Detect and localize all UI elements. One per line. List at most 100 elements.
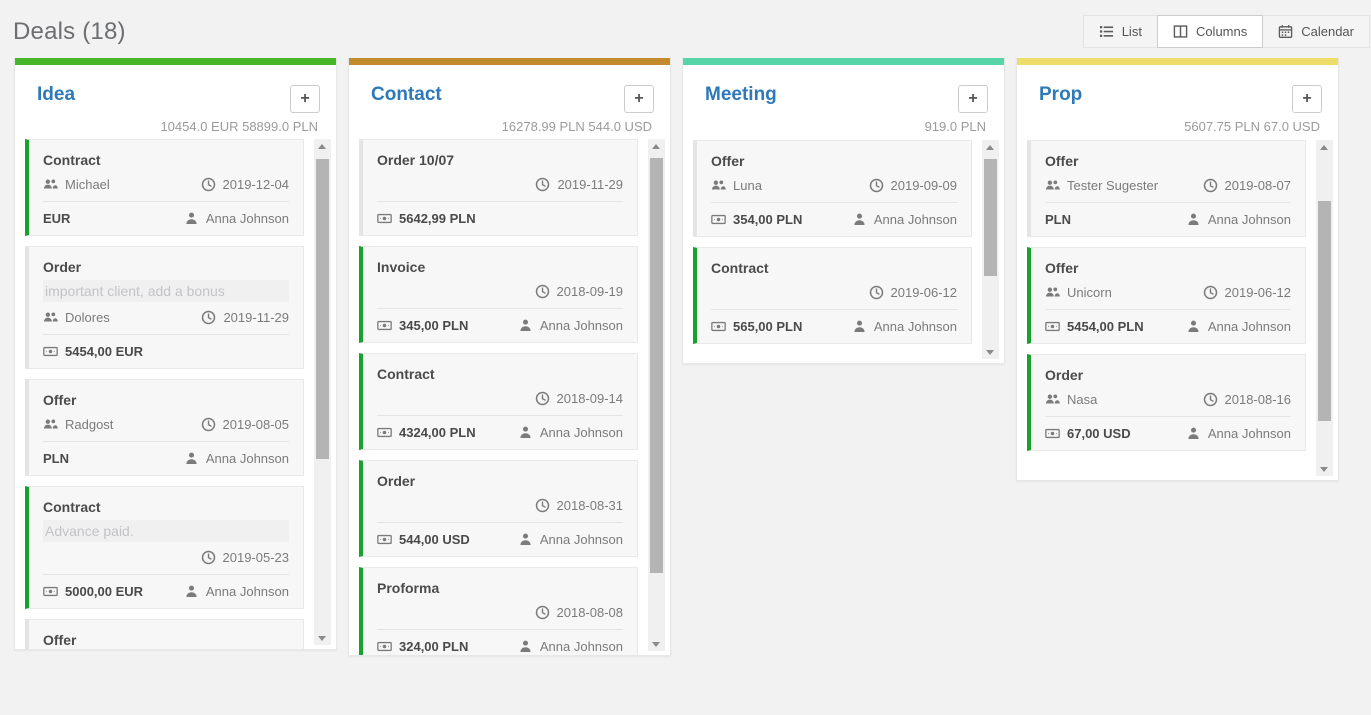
column-summary: 16278.99 PLN 544.0 USD <box>501 119 652 134</box>
columns-view-label: Columns <box>1195 24 1248 39</box>
person-icon <box>1188 213 1199 225</box>
calendar-view-label: Calendar <box>1301 24 1354 39</box>
card[interactable]: Offer Luna 2019-09-09 <box>693 140 972 237</box>
scrollbar-up-arrow[interactable] <box>1316 140 1333 155</box>
card[interactable]: Offer <box>25 619 304 649</box>
card[interactable]: Offer Unicorn 2019-06-12 <box>1027 247 1306 344</box>
card-customer: Tester Sugester <box>1045 178 1158 193</box>
person-icon <box>520 640 531 652</box>
card[interactable]: Contract 2018-09-14 <box>359 352 638 450</box>
calendar-view-button[interactable]: Calendar <box>1262 15 1370 48</box>
scrollbar-down-arrow[interactable] <box>1316 461 1333 476</box>
banknote-icon <box>1045 321 1060 332</box>
column-title[interactable]: Prop <box>1039 84 1083 105</box>
users-icon <box>1045 180 1060 190</box>
card-title: Contract <box>711 260 769 276</box>
card-title: Order <box>1045 367 1084 383</box>
add-deal-button[interactable]: + <box>290 85 320 113</box>
card-date: 2019-11-29 <box>201 310 289 325</box>
scrollbar-up-arrow[interactable] <box>648 139 665 154</box>
card-customer: Michael <box>43 177 110 192</box>
clock-icon <box>1203 285 1217 300</box>
person-icon <box>1188 320 1199 332</box>
scrollbar-thumb[interactable] <box>1318 200 1331 422</box>
scrollbar-thumb[interactable] <box>650 158 663 574</box>
card-amount: 4324,00 PLN <box>377 425 476 440</box>
card-amount: 354,00 PLN <box>711 212 802 227</box>
scrollbar-down-arrow[interactable] <box>648 636 665 651</box>
card[interactable]: Offer Tester Sugester 2019-08-07 <box>1027 140 1306 237</box>
view-switcher: List Columns Calendar <box>1082 15 1370 48</box>
add-deal-button[interactable]: + <box>1292 85 1322 113</box>
card-title: Order 10/07 <box>377 151 455 168</box>
column-title[interactable]: Idea <box>37 84 76 105</box>
card-date: 2019-11-29 <box>535 177 623 192</box>
card-description: Advance paid. <box>43 520 289 543</box>
card-owner: Anna Johnson <box>1186 319 1291 334</box>
card-amount: 5454,00 PLN <box>1045 319 1144 334</box>
card-customer: Luna <box>711 178 762 193</box>
card-owner: Anna Johnson <box>1186 426 1291 441</box>
card-owner: Anna Johnson <box>184 584 289 599</box>
banknote-icon <box>1045 428 1060 439</box>
person-icon <box>186 212 197 225</box>
list-view-button[interactable]: List <box>1082 15 1158 48</box>
person-icon <box>854 320 865 332</box>
card[interactable]: Order 10/07 2019-11-29 <box>359 138 638 236</box>
card-customer: Radgost <box>43 417 113 432</box>
scrollbar[interactable] <box>1316 140 1333 476</box>
card-owner: Anna Johnson <box>184 211 289 226</box>
clock-icon <box>869 178 883 193</box>
card-owner: Anna Johnson <box>1186 212 1291 227</box>
clock-icon <box>201 551 215 565</box>
card-date: 2018-08-08 <box>535 605 623 620</box>
card[interactable]: Proforma 2018-08-08 <box>359 566 638 655</box>
card[interactable]: Offer Radgost 2019-08-05 <box>25 379 304 477</box>
columns-view-button[interactable]: Columns <box>1156 15 1264 48</box>
person-icon <box>186 585 197 598</box>
card[interactable]: Order 2018-08-31 <box>359 459 638 557</box>
card-amount: 67,00 USD <box>1045 426 1131 441</box>
card-date: 2018-08-31 <box>535 498 623 513</box>
column-accent-bar <box>1017 58 1338 65</box>
scrollbar[interactable] <box>982 140 999 359</box>
add-deal-button[interactable]: + <box>624 85 654 113</box>
card-date: 2019-06-12 <box>869 285 957 300</box>
clock-icon <box>535 498 549 512</box>
users-icon <box>43 312 58 322</box>
card[interactable]: Contract Advance paid. 2019-05-23 <box>25 486 304 610</box>
scrollbar-thumb[interactable] <box>316 159 329 459</box>
scrollbar-up-arrow[interactable] <box>314 139 331 154</box>
column-idea: Idea + 10454.0 EUR 58899.0 PLN Contract … <box>14 58 337 650</box>
card[interactable]: Order Nasa 2018-08-16 <box>1027 354 1306 451</box>
scrollbar-down-arrow[interactable] <box>982 344 999 359</box>
person-icon <box>520 533 531 545</box>
columns-icon <box>1173 25 1188 38</box>
person-icon <box>854 213 865 225</box>
card-amount: 324,00 PLN <box>377 639 468 654</box>
card[interactable]: Invoice 2018-09-19 <box>359 245 638 343</box>
column-title[interactable]: Meeting <box>705 84 777 105</box>
add-deal-button[interactable]: + <box>958 85 988 113</box>
scrollbar-thumb[interactable] <box>984 158 997 276</box>
card-title: Offer <box>43 392 77 409</box>
page-header: Deals (18) List Columns <box>0 0 1371 58</box>
clock-icon <box>535 391 549 405</box>
banknote-icon <box>377 213 392 223</box>
card[interactable]: Order important client, add a bonus Dolo… <box>25 246 304 370</box>
scrollbar[interactable] <box>648 138 665 651</box>
card[interactable]: Contract Michael 2019-12-04 <box>25 139 304 237</box>
column-title[interactable]: Contact <box>371 84 442 105</box>
clock-icon <box>1203 392 1217 407</box>
list-icon <box>1099 26 1113 37</box>
banknote-icon <box>43 347 58 357</box>
clock-icon <box>536 177 550 191</box>
scrollbar-down-arrow[interactable] <box>314 630 331 645</box>
column-prop: Prop + 5607.75 PLN 67.0 USD Offer Tester… <box>1016 58 1339 481</box>
card-date: 2018-09-14 <box>535 391 623 406</box>
scrollbar[interactable] <box>314 139 331 645</box>
scrollbar-up-arrow[interactable] <box>982 140 999 155</box>
banknote-icon <box>43 587 58 597</box>
users-icon <box>711 180 726 190</box>
card[interactable]: Contract 2019-06-12 <box>693 247 972 344</box>
